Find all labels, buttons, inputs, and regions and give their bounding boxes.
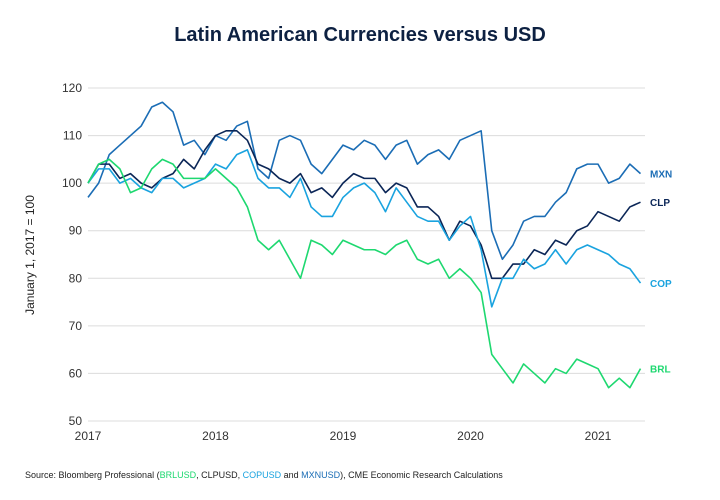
source-cop: COPUSD (242, 470, 282, 480)
series-label-cop: COP (650, 279, 672, 290)
y-tick-label: 120 (62, 81, 82, 95)
series-line-cop (87, 149, 642, 308)
x-tick-label: 2017 (75, 429, 102, 443)
y-tick-label: 50 (69, 414, 83, 428)
y-tick-label: 70 (69, 319, 83, 333)
series-label-mxn: MXN (650, 170, 672, 181)
y-axis-label: January 1, 2017 = 100 (23, 195, 37, 315)
x-tick-label: 2021 (585, 429, 612, 443)
x-tick-label: 2020 (457, 429, 484, 443)
source-prefix: Source: Bloomberg Professional ( (25, 470, 160, 480)
source-note: Source: Bloomberg Professional (BRLUSD, … (25, 470, 503, 480)
y-tick-label: 90 (69, 224, 83, 238)
source-mxn: MXNUSD (301, 470, 341, 480)
x-tick-label: 2019 (330, 429, 357, 443)
source-brl: BRLUSD (159, 470, 197, 480)
source-sep: , CLPUSD, (196, 470, 243, 480)
series-line-brl (87, 158, 642, 389)
y-tick-label: 80 (69, 271, 83, 285)
series-line-mxn (87, 101, 642, 261)
source-suffix: ), CME Economic Research Calculations (340, 470, 503, 480)
series-label-clp: CLP (650, 198, 670, 209)
y-tick-label: 110 (63, 129, 82, 143)
series-label-brl: BRL (650, 365, 671, 376)
chart-title: Latin American Currencies versus USD (174, 24, 546, 46)
series-line-clp (87, 130, 641, 280)
source-and: and (281, 470, 302, 480)
x-tick-label: 2018 (202, 429, 229, 443)
y-tick-label: 100 (62, 176, 82, 190)
y-tick-label: 60 (69, 366, 83, 380)
